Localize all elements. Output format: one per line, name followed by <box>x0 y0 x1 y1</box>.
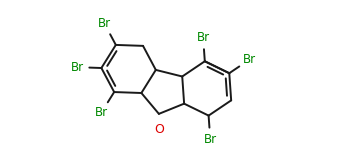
Text: O: O <box>154 123 164 136</box>
Text: Br: Br <box>243 53 256 66</box>
Text: Br: Br <box>71 61 84 74</box>
Text: Br: Br <box>98 17 111 30</box>
Text: Br: Br <box>197 31 210 44</box>
Text: Br: Br <box>95 106 108 119</box>
Text: Br: Br <box>204 133 217 146</box>
